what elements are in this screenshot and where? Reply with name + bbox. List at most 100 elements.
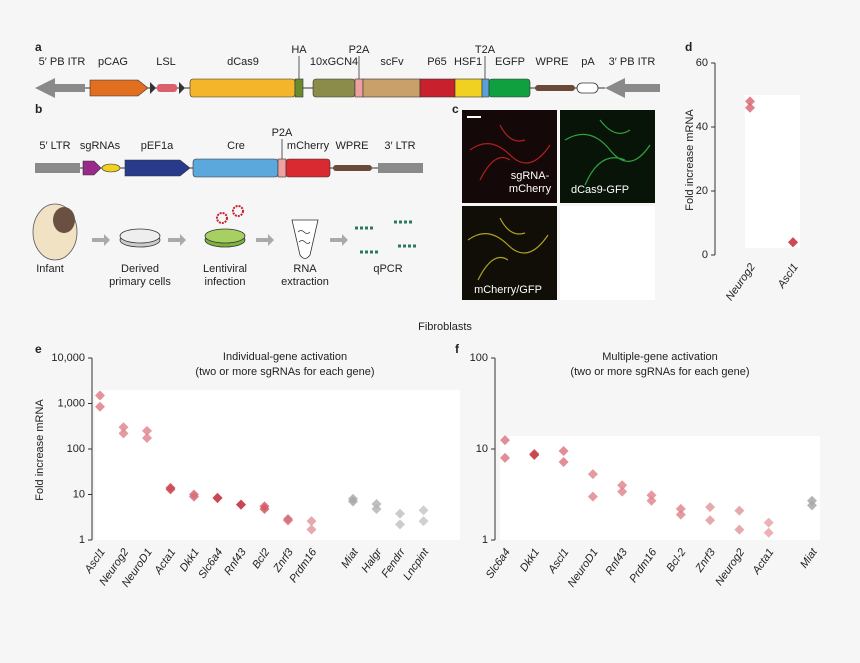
data-point <box>558 456 569 467</box>
data-point <box>500 435 510 446</box>
cell-texture <box>469 124 551 181</box>
gene-block <box>419 78 456 98</box>
data-point <box>212 493 223 504</box>
data-point <box>418 516 429 527</box>
data-point <box>617 480 628 491</box>
stop <box>157 84 177 92</box>
element-label: pEF1a <box>141 140 174 152</box>
y-axis-label: Fold increase mRNA <box>684 109 696 211</box>
tube-icon <box>291 219 319 259</box>
y-tick-label: 10 <box>476 443 488 455</box>
cell-texture <box>467 217 549 281</box>
element-label: pA <box>581 56 595 68</box>
category-label: Bcl-2 <box>664 547 688 574</box>
data-point <box>142 425 152 436</box>
gene-block <box>277 158 287 178</box>
workflow-icons <box>32 203 418 261</box>
data-point <box>371 498 382 509</box>
promoter <box>124 159 191 177</box>
element-label: 5′ PB ITR <box>39 56 86 68</box>
dish-icon <box>204 228 246 244</box>
virus-icon <box>216 212 228 224</box>
y-tick-label: 0 <box>702 249 708 261</box>
data-point <box>348 496 358 507</box>
step-label: Lentiviral <box>203 263 247 275</box>
y-tick-label: 1 <box>482 534 488 546</box>
data-point <box>95 390 105 401</box>
flow-arrow <box>168 234 186 246</box>
panel-label: f <box>455 342 460 356</box>
category-label: Rnf43 <box>603 546 630 578</box>
data-point <box>646 490 657 501</box>
gene-block <box>481 78 490 98</box>
element-label: WPRE <box>536 56 569 68</box>
element-label: P2A <box>349 44 370 56</box>
pcr-icon <box>355 220 418 254</box>
element-label: LSL <box>156 56 176 68</box>
gene-block <box>285 158 331 178</box>
gene-block <box>488 78 531 98</box>
data-point <box>763 527 774 538</box>
data-point <box>788 237 798 248</box>
gene-block <box>189 78 296 98</box>
category-label: Miat <box>339 546 361 571</box>
data-point <box>418 505 429 516</box>
chart-subtitle: (two or more sgRNAs for each gene) <box>570 366 749 378</box>
cell-texture <box>564 119 651 186</box>
virus-icon <box>232 205 244 217</box>
category-label: Ascl1 <box>546 547 572 577</box>
itr-arrow <box>35 78 85 98</box>
micrograph-label: dCas9-GFP <box>571 184 629 196</box>
polya <box>576 82 599 94</box>
lox <box>150 82 156 94</box>
data-point <box>734 505 745 516</box>
ltr <box>378 163 423 173</box>
gene-block <box>362 78 421 98</box>
data-point <box>763 517 774 528</box>
element-label: 5′ LTR <box>39 140 70 152</box>
y-axis-label: Fold increase mRNA <box>34 399 46 501</box>
y-tick-label: 1 <box>79 534 85 546</box>
plot-area <box>500 436 820 540</box>
category-label: Bcl2 <box>250 547 272 571</box>
y-tick-label: 20 <box>696 185 708 197</box>
data-point <box>617 486 628 497</box>
step-label: primary cells <box>109 276 171 288</box>
data-point <box>745 96 755 107</box>
y-tick-label: 10 <box>73 488 85 500</box>
data-point <box>558 446 569 457</box>
panel-label: e <box>35 342 42 356</box>
flow-arrow <box>330 234 348 246</box>
dish-icon <box>119 228 161 244</box>
chart-title: Individual-gene activation <box>223 351 347 363</box>
data-point <box>745 102 755 113</box>
data-point <box>705 515 716 526</box>
element-label: 3′ PB ITR <box>609 56 656 68</box>
micrograph-label: mCherry/GFP <box>474 284 542 296</box>
infant-icon <box>53 207 75 233</box>
data-point <box>587 491 598 502</box>
data-point <box>500 452 510 463</box>
data-point <box>142 432 152 443</box>
y-tick-label: 100 <box>470 352 488 364</box>
data-point <box>675 503 686 514</box>
y-tick-label: 60 <box>696 57 708 69</box>
element-label: T2A <box>475 44 496 56</box>
category-label: Dkk1 <box>518 547 542 574</box>
y-tick-label: 10,000 <box>51 352 85 364</box>
data-point <box>734 524 745 535</box>
panel-label: d <box>685 40 692 54</box>
data-point <box>395 508 405 519</box>
data-point <box>236 499 246 510</box>
plot-area <box>95 390 460 540</box>
gene-block <box>192 158 279 178</box>
rna-icon <box>297 230 311 244</box>
element-label: sgRNAs <box>80 140 121 152</box>
scale-bar <box>467 116 481 118</box>
category-label: Prdm16 <box>627 546 659 585</box>
panel-label: c <box>452 102 459 116</box>
itr-arrow <box>605 78 660 98</box>
promoter <box>89 79 149 97</box>
gene-block <box>294 78 304 98</box>
category-label: Slc6a4 <box>484 547 513 581</box>
